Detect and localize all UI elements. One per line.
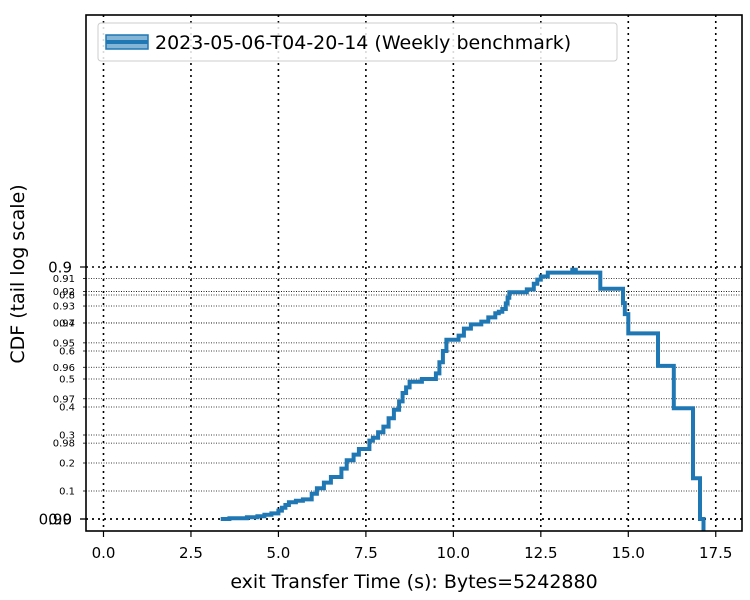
legend-series-label: 2023-05-06-T04-20-14 (Weekly benchmark) <box>155 32 571 54</box>
x-tick-label: 5.0 <box>266 544 290 562</box>
x-tick-label: 2.5 <box>179 544 203 562</box>
x-tick-label: 0.0 <box>92 544 116 562</box>
y-major-tick-label: 0.9 <box>48 259 72 277</box>
y-axis-label: CDF (tail log scale) <box>7 184 29 363</box>
grid-lines <box>86 15 742 531</box>
y-major-tick-label: 0.0 <box>48 511 72 529</box>
plot-area <box>220 267 706 531</box>
y-minor-tick-label: 0.92 <box>53 287 75 298</box>
y-major-tick-label: 0.99 <box>39 511 72 529</box>
y-minor-tick-label: 0.5 <box>59 375 75 386</box>
x-tick-label: 12.5 <box>524 544 557 562</box>
x-tick-label: 7.5 <box>354 544 378 562</box>
y-minor-tick-label: 0.1 <box>59 487 75 498</box>
axes-frame <box>85 14 743 532</box>
y-minor-tick-label: 0.98 <box>53 439 75 450</box>
tick-marks <box>80 266 717 537</box>
y-minor-tick-label: 0.95 <box>53 338 75 349</box>
y-minor-tick-label: 0.94 <box>53 318 75 329</box>
y-minor-tick-label: 0.7 <box>59 319 75 330</box>
x-tick-label: 17.5 <box>699 544 732 562</box>
y-minor-tick-label: 0.8 <box>59 291 75 302</box>
y-minor-tick-label: 0.2 <box>59 459 75 470</box>
x-tick-label: 15.0 <box>612 544 645 562</box>
x-axis-label: exit Transfer Time (s): Bytes=5242880 <box>230 571 597 593</box>
series-line-cdf <box>220 267 706 531</box>
x-tick-label: 10.0 <box>437 544 470 562</box>
legend: 2023-05-06-T04-20-14 (Weekly benchmark) <box>97 22 618 62</box>
y-minor-tick-label: 0.6 <box>59 347 75 358</box>
y-minor-tick-label: 0.93 <box>53 302 75 313</box>
y-minor-tick-label: 0.3 <box>59 431 75 442</box>
y-minor-tick-label: 0.96 <box>53 363 75 374</box>
y-minor-tick-label: 0.4 <box>59 403 75 414</box>
y-tick-labels: 0.1 0.2 0.3 0.4 0.5 0.6 0.7 0.8 0.91 0.92 0.93 0.94… <box>39 259 75 529</box>
y-minor-tick-label: 0.97 <box>53 394 75 405</box>
y-minor-tick-label: 0.91 <box>53 274 75 285</box>
x-tick-labels: 0.0 2.5 5.0 7.5 10.0 12.5 15.0 17.5 <box>92 544 733 562</box>
legend-box <box>97 22 618 62</box>
